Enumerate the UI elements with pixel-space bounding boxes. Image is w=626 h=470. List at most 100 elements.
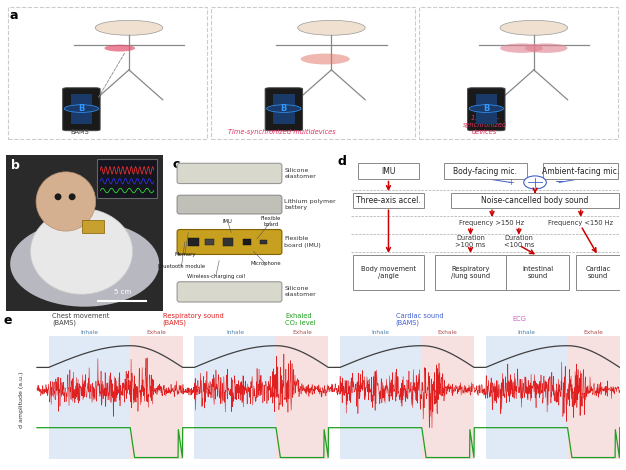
Text: Inhale: Inhale (372, 330, 390, 335)
Text: B: B (78, 104, 85, 113)
Bar (188, 238, 198, 246)
Text: Cardiac sound
(BAMS): Cardiac sound (BAMS) (396, 313, 443, 326)
Text: Noise-cancelled body sound: Noise-cancelled body sound (481, 196, 588, 205)
Bar (223, 238, 233, 246)
Bar (276, 336, 328, 459)
Bar (567, 336, 620, 459)
Text: Respiratory sound
(BAMS): Respiratory sound (BAMS) (163, 313, 223, 326)
Text: 5 cm: 5 cm (114, 289, 131, 295)
Bar (244, 239, 252, 245)
FancyBboxPatch shape (177, 229, 282, 254)
Bar (419, 8, 618, 139)
Text: Time-synchronized multidevices: Time-synchronized multidevices (228, 129, 336, 135)
Text: d amplitude (a.u.): d amplitude (a.u.) (19, 371, 24, 428)
Bar (421, 336, 474, 459)
Circle shape (298, 20, 365, 35)
FancyBboxPatch shape (353, 193, 424, 208)
Text: e: e (3, 314, 12, 327)
FancyBboxPatch shape (435, 255, 506, 290)
Circle shape (69, 193, 76, 200)
Circle shape (64, 105, 98, 112)
Point (125, 317, 133, 322)
Text: Exhale: Exhale (438, 330, 458, 335)
Text: +: + (508, 178, 515, 187)
Bar (49, 336, 130, 459)
Text: b: b (11, 159, 20, 172)
Circle shape (525, 43, 568, 53)
Text: Body movement
/angle: Body movement /angle (361, 266, 416, 279)
Bar (273, 94, 295, 124)
Bar (260, 240, 267, 244)
Bar (476, 94, 497, 124)
Point (358, 317, 366, 322)
Bar (340, 336, 421, 459)
FancyBboxPatch shape (468, 88, 505, 131)
Circle shape (105, 45, 135, 52)
FancyBboxPatch shape (177, 282, 282, 302)
Text: B: B (280, 104, 287, 113)
Text: Exhaled
CO₂ level: Exhaled CO₂ level (285, 313, 316, 326)
Text: Ambient-facing mic.: Ambient-facing mic. (542, 166, 619, 176)
Text: Inhale: Inhale (80, 330, 98, 335)
Text: Lithium polymer
battery: Lithium polymer battery (284, 199, 336, 210)
Text: Exhale: Exhale (292, 330, 312, 335)
Text: Duration
>100 ms: Duration >100 ms (455, 235, 486, 248)
Bar (130, 336, 183, 459)
FancyBboxPatch shape (576, 255, 620, 290)
Text: Body-facing mic.: Body-facing mic. (453, 166, 517, 176)
FancyBboxPatch shape (451, 193, 619, 208)
Bar (97, 159, 157, 198)
Text: Flexible
board (IMU): Flexible board (IMU) (284, 236, 321, 248)
Text: Microphone: Microphone (250, 261, 281, 266)
Text: B: B (483, 104, 490, 113)
Point (43, 317, 50, 322)
Text: Chest movement
(BAMS): Chest movement (BAMS) (52, 313, 110, 326)
Circle shape (524, 176, 546, 189)
Point (503, 317, 510, 322)
Text: Silicone
elastomer: Silicone elastomer (284, 168, 316, 179)
Text: Exhale: Exhale (583, 330, 603, 335)
Text: a: a (9, 9, 18, 22)
Text: −: − (555, 178, 564, 188)
Bar (210, 8, 416, 139)
Text: 13 time-
synchronized
devices: 13 time- synchronized devices (463, 115, 507, 135)
FancyBboxPatch shape (63, 88, 100, 131)
Ellipse shape (10, 221, 159, 307)
Circle shape (95, 20, 163, 35)
FancyBboxPatch shape (353, 255, 424, 290)
Text: IMU: IMU (223, 219, 233, 224)
Circle shape (54, 193, 61, 200)
FancyBboxPatch shape (177, 163, 282, 184)
Text: Frequency >150 Hz: Frequency >150 Hz (459, 220, 525, 226)
Circle shape (500, 43, 543, 53)
Text: Silicone
elastomer: Silicone elastomer (284, 286, 316, 298)
Text: Intestinal
sound: Intestinal sound (522, 266, 553, 279)
Circle shape (300, 54, 350, 64)
Text: c: c (173, 158, 180, 171)
Point (15, 317, 23, 322)
Bar (71, 94, 92, 124)
Text: Memory: Memory (174, 252, 195, 257)
FancyBboxPatch shape (543, 163, 618, 179)
Circle shape (36, 172, 96, 231)
Bar (486, 336, 567, 459)
FancyBboxPatch shape (265, 88, 302, 131)
Bar (194, 336, 276, 459)
Text: Inhale: Inhale (518, 330, 535, 335)
Circle shape (469, 105, 503, 112)
Text: d: d (337, 155, 346, 168)
Text: Inhale: Inhale (226, 330, 244, 335)
Text: IMU: IMU (381, 166, 396, 176)
Point (475, 317, 483, 322)
FancyBboxPatch shape (506, 255, 569, 290)
Text: Flexible
board: Flexible board (260, 216, 281, 227)
Point (386, 317, 393, 322)
Text: Cardiac
sound: Cardiac sound (585, 266, 611, 279)
Text: Frequency <150 Hz: Frequency <150 Hz (548, 220, 613, 226)
Text: Three-axis accel.: Three-axis accel. (356, 196, 421, 205)
FancyBboxPatch shape (444, 163, 527, 179)
Point (153, 317, 160, 322)
Text: BAMS: BAMS (71, 129, 90, 135)
Text: Duration
<100 ms: Duration <100 ms (504, 235, 534, 248)
FancyBboxPatch shape (177, 195, 282, 214)
